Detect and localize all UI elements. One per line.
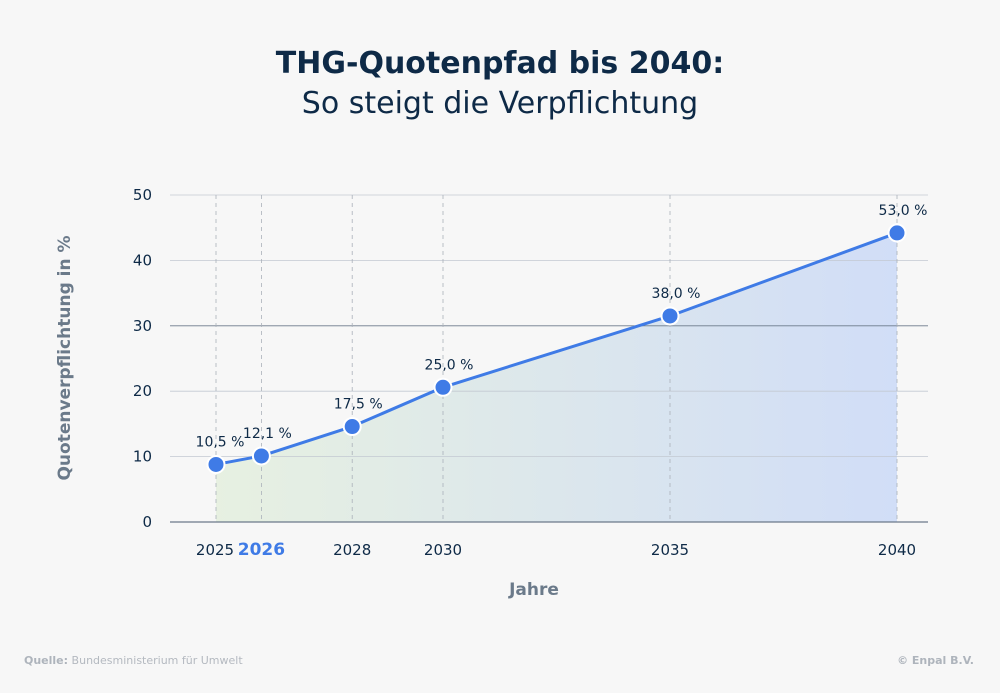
x-tick-label-2035: 2035	[651, 541, 689, 559]
y-tick-label-0: 0	[142, 513, 152, 531]
y-tick-label-30: 30	[133, 317, 152, 335]
x-tick-label-2040: 2040	[878, 541, 916, 559]
x-tick-label-2025: 2025	[196, 541, 234, 559]
source-label: Quelle:	[24, 654, 69, 667]
y-tick-label-50: 50	[133, 186, 152, 204]
data-label-2030: 25,0 %	[425, 357, 474, 373]
data-point-2025	[206, 454, 226, 474]
x-axis-label: Jahre	[508, 580, 559, 600]
data-label-2026: 12,1 %	[243, 426, 292, 442]
data-label-2035: 38,0 %	[652, 286, 701, 302]
chart-title-block: THG-Quotenpfad bis 2040: So steigt die V…	[0, 44, 1000, 124]
data-label-2028: 17,5 %	[334, 397, 383, 413]
y-axis-label: Quotenverpflichtung in %	[55, 235, 75, 480]
chart-subtitle: So steigt die Verpflichtung	[301, 86, 699, 121]
y-tick-label-20: 20	[133, 382, 152, 400]
x-tick-label-2026: 2026	[238, 540, 285, 560]
y-tick-label-40: 40	[133, 251, 152, 269]
chart-title: THG-Quotenpfad bis 2040:	[275, 46, 725, 81]
x-tick-label-2030: 2030	[424, 541, 462, 559]
copyright: © Enpal B.V.	[897, 654, 974, 667]
x-tick-label-2028: 2028	[333, 541, 371, 559]
y-tick-label-10: 10	[133, 448, 152, 466]
source-text: Bundesministerium für Umwelt	[71, 654, 243, 667]
data-label-2040: 53,0 %	[879, 203, 928, 219]
data-label-2025: 10,5 %	[196, 434, 245, 450]
area-fill	[216, 232, 897, 522]
data-point-2040	[887, 223, 907, 243]
data-point-2035	[660, 306, 680, 326]
data-point-2026	[251, 446, 271, 466]
data-point-2030	[433, 377, 453, 397]
source-note: Quelle: Bundesministerium für Umwelt	[24, 654, 243, 667]
data-point-2028	[342, 417, 362, 437]
